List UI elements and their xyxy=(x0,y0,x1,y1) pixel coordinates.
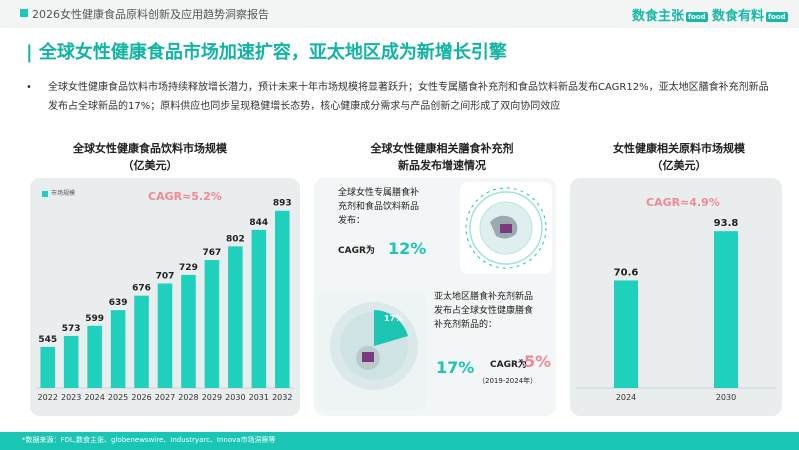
bar-value-label: 573 xyxy=(62,324,81,334)
bullet-text: 全球女性健康食品饮料市场持续释放增长潜力，预计未来十年市场规模将显著跃升；女性专… xyxy=(48,82,769,112)
bar xyxy=(714,231,738,388)
bar-value-label: 729 xyxy=(179,263,198,273)
brand-name-1: 数食主张 xyxy=(632,9,685,24)
bar-value-label: 545 xyxy=(38,335,57,345)
pie-share-label: 17% xyxy=(384,314,404,323)
card1-cagr-label: CAGR为 xyxy=(338,246,375,256)
brand-tag-1: food xyxy=(686,11,708,22)
x-tick-label: 2032 xyxy=(272,393,292,402)
right-bar-chart: 70.6 2024 93.8 2030 xyxy=(576,218,776,402)
card2-line2: 发布占全球女性健康膳食 xyxy=(434,306,534,316)
x-tick-label: 2022 xyxy=(38,393,58,402)
right-title-line2: （亿美元） xyxy=(651,159,707,172)
legend-label: 市场规模 xyxy=(51,190,76,197)
card1-line1: 全球女性专属膳食补 xyxy=(338,188,420,198)
bar-value-label: 93.8 xyxy=(714,218,739,229)
left-title-line2: （亿美元） xyxy=(122,159,178,172)
pie-share-icon xyxy=(330,302,418,390)
x-tick-label: 2024 xyxy=(616,393,636,402)
left-cagr-label: CAGR≈5.2% xyxy=(148,190,222,203)
footer-bar: *数据来源：FDL,数食主张、globenewswire、Industryarc… xyxy=(0,432,799,450)
bar-value-label: 599 xyxy=(85,314,104,324)
bar-value-label: 844 xyxy=(249,218,268,228)
bar-value-label: 70.6 xyxy=(614,267,639,278)
right-cagr-label: CAGR≈4.9% xyxy=(646,196,720,209)
data-source-note: *数据来源：FDL,数食主张、globenewswire、Industryarc… xyxy=(22,436,276,444)
card2-line3: 补充剂新品的： xyxy=(434,320,498,330)
bar xyxy=(614,280,638,388)
card2-period: （2019-2024年） xyxy=(478,377,538,385)
x-tick-label: 2031 xyxy=(249,393,269,402)
bar xyxy=(87,325,102,388)
right-title-line1: 女性健康相关原料市场规模 xyxy=(613,142,745,155)
left-chart-legend: 市场规模 xyxy=(42,188,75,197)
report-header-bar xyxy=(0,0,799,28)
pie-image-card: 17% xyxy=(318,292,426,410)
bar xyxy=(204,260,220,388)
legend-swatch xyxy=(42,190,48,197)
card2-share-value: 17% xyxy=(436,358,475,377)
bar xyxy=(181,274,196,388)
card2-text: 亚太地区膳食补充剂新品 发布占全球女性健康膳食 补充剂新品的： xyxy=(434,290,533,332)
bar xyxy=(63,335,79,388)
bar-value-label: 639 xyxy=(109,298,128,308)
brand-logo-1: 数食主张 food xyxy=(632,5,708,24)
page-headline: | 全球女性健康食品市场加速扩容，亚太地区成为新增长引擎 xyxy=(26,42,507,63)
right-panel-title: 女性健康相关原料市场规模 （亿美元） xyxy=(574,140,784,174)
card1-line2: 充剂和食品饮料新品 xyxy=(338,202,420,212)
brand-logo-2: 数食有料 food xyxy=(712,5,788,24)
brand-tag-2: food xyxy=(766,11,788,22)
x-tick-label: 2030 xyxy=(225,393,245,402)
x-tick-label: 2030 xyxy=(716,393,736,402)
middle-title-line2: 新品发布增速情况 xyxy=(398,159,486,172)
summary-bullet: • 全球女性健康食品饮料市场持续释放增长潜力，预计未来十年市场规模将显著跃升；女… xyxy=(26,78,774,116)
middle-panel: 全球女性专属膳食补 充剂和食品饮料新品 发布： CAGR为 12% 17% 亚太… xyxy=(314,178,556,416)
middle-panel-title: 全球女性健康相关膳食补充剂 新品发布增速情况 xyxy=(318,140,566,174)
bar xyxy=(40,346,55,388)
card2-cagr-label: CAGR为 xyxy=(490,360,527,370)
right-chart-panel: CAGR≈4.9% 70.6 2024 93.8 2030 xyxy=(570,178,782,416)
x-tick-label: 2026 xyxy=(131,393,151,402)
bar xyxy=(228,246,243,388)
globe-icon xyxy=(465,187,547,269)
x-tick-label: 2027 xyxy=(155,393,175,402)
card2-cagr-value: 5% xyxy=(524,352,552,371)
bar-value-label: 802 xyxy=(226,234,245,244)
middle-title-line1: 全球女性健康相关膳食补充剂 xyxy=(370,142,514,155)
bar xyxy=(251,229,267,388)
card2-line1: 亚太地区膳食补充剂新品 xyxy=(434,292,534,302)
globe-image-card xyxy=(460,182,552,274)
x-tick-label: 2025 xyxy=(108,393,128,402)
header-square-marker xyxy=(20,9,28,17)
left-title-line1: 全球女性健康食品饮料市场规模 xyxy=(73,142,227,155)
x-tick-label: 2029 xyxy=(202,393,222,402)
left-panel-title: 全球女性健康食品饮料市场规模 （亿美元） xyxy=(30,140,270,174)
x-tick-label: 2028 xyxy=(178,393,198,402)
bar xyxy=(157,283,173,388)
card1-line3: 发布： xyxy=(338,216,366,226)
bar xyxy=(110,310,126,388)
bar xyxy=(134,295,149,388)
bar-value-label: 676 xyxy=(132,284,151,294)
bar xyxy=(275,210,290,388)
bar-value-label: 893 xyxy=(273,199,292,209)
x-tick-label: 2023 xyxy=(61,393,81,402)
report-title: 2026女性健康食品原料创新及应用趋势洞察报告 xyxy=(32,8,269,21)
left-bar-chart: 545 2022 573 2023 599 2024 639 2025 676 2026 707 20… xyxy=(36,199,294,402)
left-chart-panel: 市场规模 CAGR≈5.2% 545 2022 573 2023 599 2024 639 2… xyxy=(30,178,300,416)
x-tick-label: 2024 xyxy=(84,393,104,402)
bullet-dot: • xyxy=(26,82,32,93)
bar-value-label: 707 xyxy=(156,272,175,282)
bar-value-label: 767 xyxy=(203,248,222,258)
card1-cagr-value: 12% xyxy=(388,239,427,258)
brand-name-2: 数食有料 xyxy=(712,9,765,24)
card1-text: 全球女性专属膳食补 充剂和食品饮料新品 发布： xyxy=(338,186,419,228)
